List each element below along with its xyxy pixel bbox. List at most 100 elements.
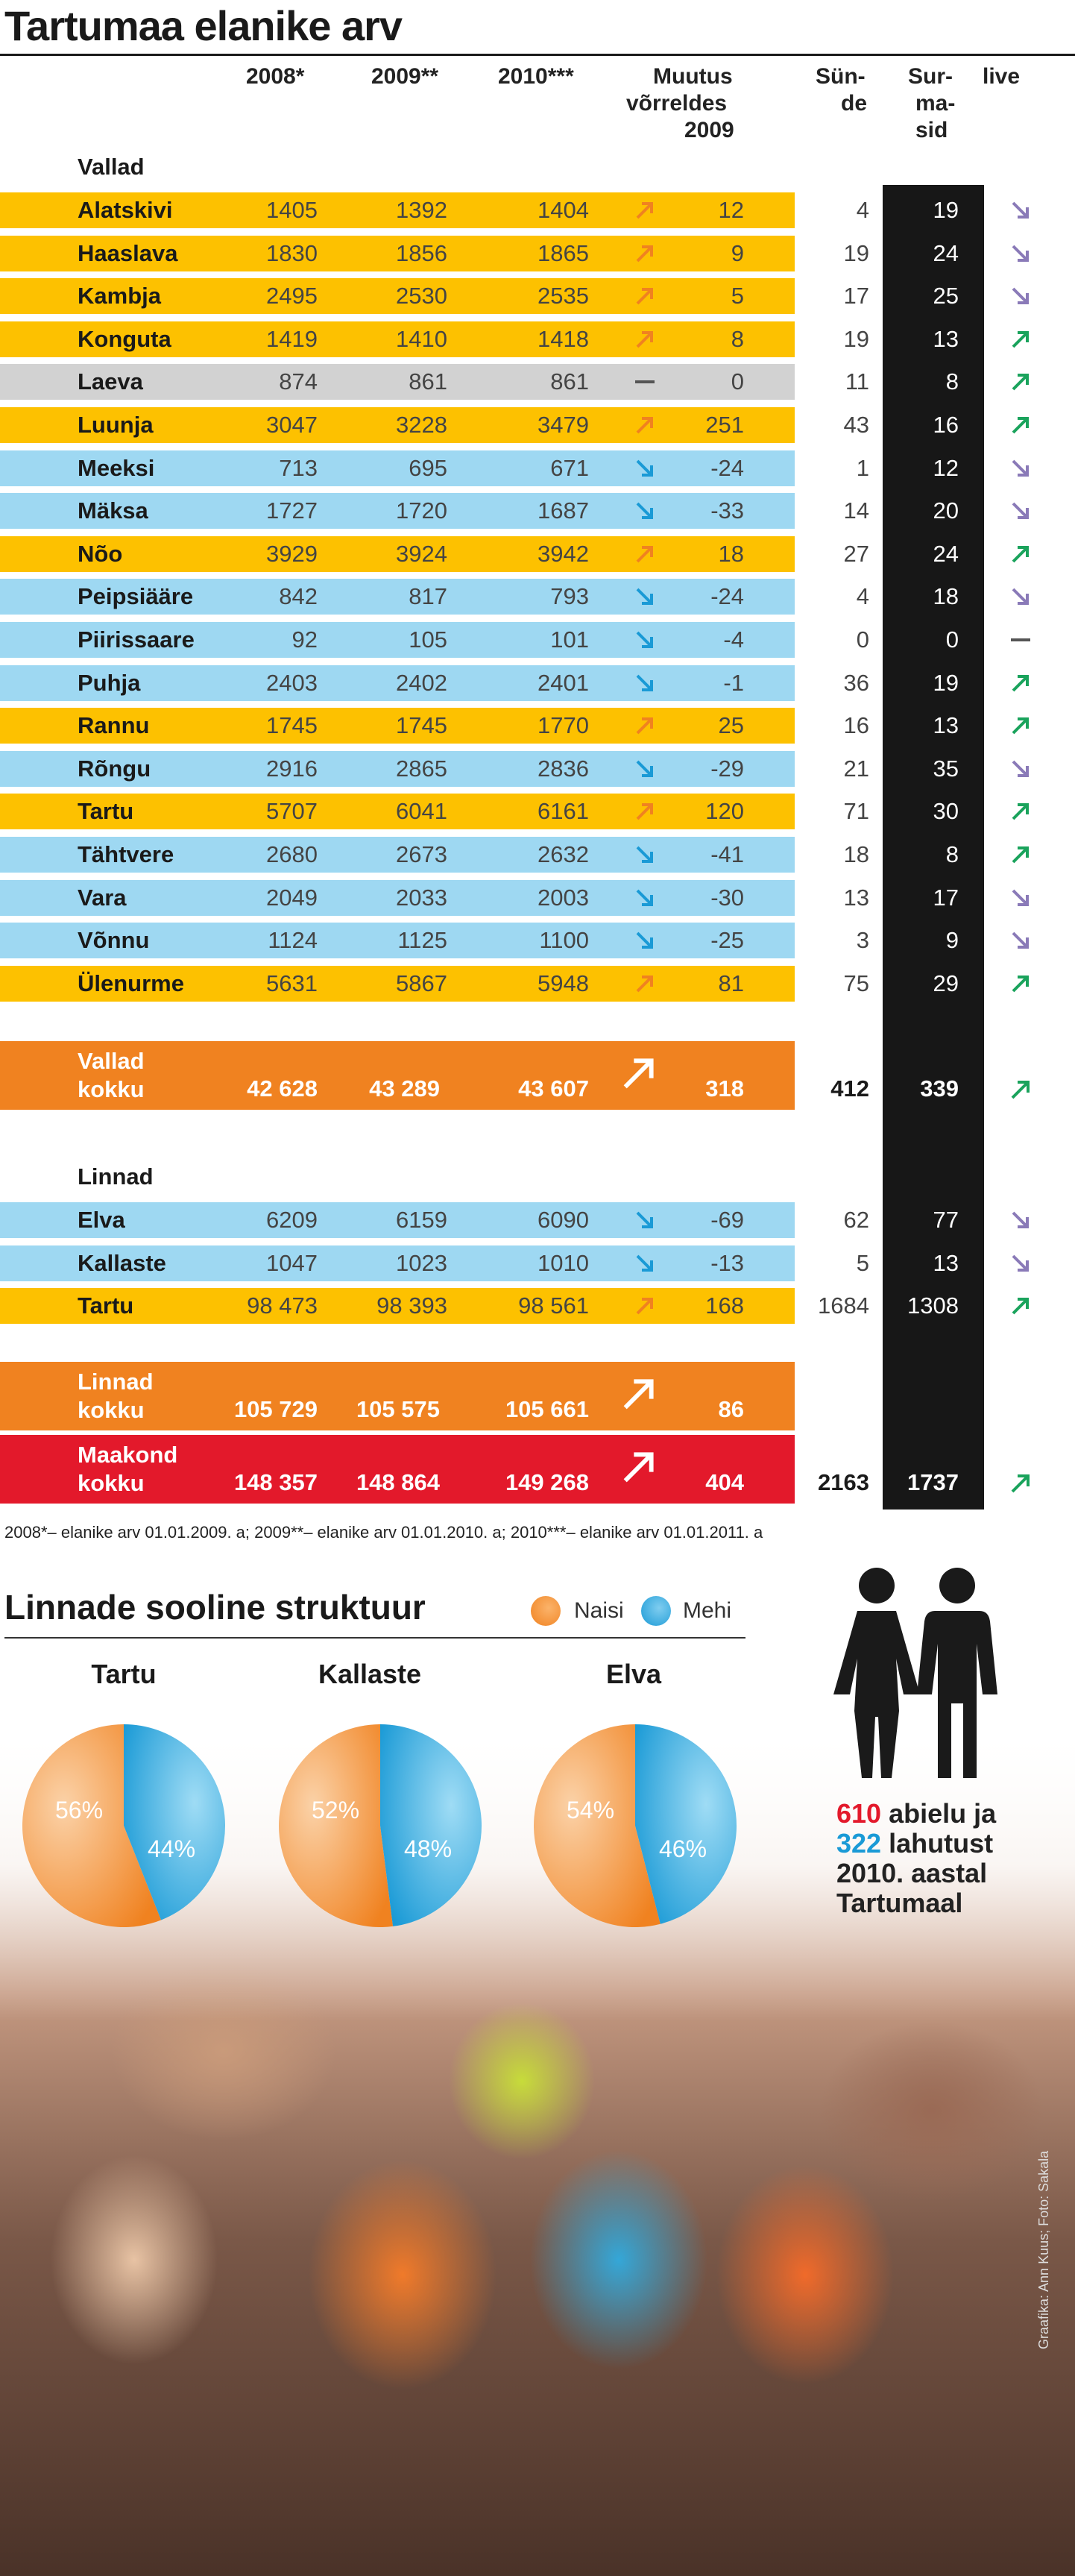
value-2009: 2530 [396, 283, 447, 310]
value-deaths: 13 [933, 712, 959, 739]
pie-title-elva: Elva [605, 1659, 662, 1689]
value-2008: 1745 [266, 712, 318, 739]
value-2009: 1023 [396, 1249, 447, 1276]
county-total-change: 404 [705, 1469, 744, 1495]
towns-total-arrow-icon [623, 1379, 654, 1410]
legend-men-icon [641, 1596, 671, 1626]
info-line-2: 322 lahutust [836, 1829, 996, 1859]
value-2008: 5631 [266, 970, 318, 996]
pie-slice-men [380, 1724, 482, 1926]
value-change: 81 [718, 970, 744, 996]
value-2009: 2033 [396, 884, 447, 911]
arrow-down-icon [636, 1254, 653, 1272]
value-2009: 3924 [396, 540, 447, 567]
table-row: Laeva 874 861 861 0 [0, 364, 795, 400]
value-2009: 695 [409, 454, 447, 481]
table-row: Peipsiääre 842 817 793 -24 [0, 579, 795, 615]
value-change: 120 [705, 798, 744, 825]
parishes-total-arrow-icon [623, 1058, 654, 1089]
table-row: Vara 2049 2033 2003 -30 [0, 879, 795, 916]
trend-up-icon [1012, 803, 1029, 820]
trend-down-icon [1012, 245, 1029, 262]
row-name: Elva [78, 1207, 125, 1233]
table-row: Tartu 5707 6041 6161 120 [0, 794, 795, 830]
trend-up-icon [1012, 330, 1029, 348]
pie-label-women: 52% [312, 1797, 359, 1823]
parishes-total-2008: 42 628 [247, 1075, 318, 1102]
pie-label-men: 48% [404, 1835, 452, 1862]
value-births: 0 [856, 626, 869, 653]
pie-slice-men [124, 1724, 226, 1920]
arrow-up-icon [636, 417, 653, 434]
row-name: Piirissaare [78, 626, 195, 653]
value-deaths: 13 [933, 325, 959, 352]
value-2008: 842 [279, 583, 318, 610]
value-change: -30 [710, 884, 744, 911]
info-block: 610 abielu ja 322 lahutust 2010. aastal … [836, 1799, 996, 1918]
value-births: 43 [843, 412, 869, 438]
value-2009: 817 [409, 583, 447, 610]
marriages-text: abielu ja [889, 1798, 997, 1829]
trend-up-icon [1012, 674, 1029, 692]
footnote: 2008*– elanike arv 01.01.2009. a; 2009**… [4, 1523, 763, 1542]
county-total-bar: Maakond kokku 148 357 148 864 149 268 40… [0, 1435, 795, 1504]
trend-down-icon [1012, 459, 1029, 477]
value-deaths: 29 [933, 970, 959, 996]
value-deaths: 24 [933, 540, 959, 567]
parishes-total-bar: Vallad kokku 42 628 43 289 43 607 318 [0, 1041, 795, 1110]
info-line-1: 610 abielu ja [836, 1799, 996, 1829]
row-name: Ülenurme [78, 970, 184, 996]
value-2010: 3479 [538, 412, 589, 438]
county-total-arrow-icon [623, 1452, 654, 1483]
value-2010: 1010 [538, 1249, 589, 1276]
value-births: 11 [845, 368, 869, 395]
trend-down-icon [1012, 502, 1029, 520]
value-change: 5 [731, 283, 744, 310]
value-births: 1 [856, 454, 869, 481]
legend-men-label: Mehi [683, 1598, 732, 1623]
row-name: Tähtvere [78, 841, 174, 867]
value-births: 17 [843, 283, 869, 310]
value-births: 62 [843, 1207, 869, 1233]
pie-label-men: 46% [659, 1835, 707, 1862]
value-2008: 98 473 [247, 1292, 318, 1319]
value-deaths: 8 [945, 841, 959, 867]
value-2010: 671 [550, 454, 589, 481]
title-rule [0, 54, 1075, 56]
table-row: Alatskivi 1405 1392 1404 12 [0, 192, 795, 228]
value-births: 1684 [818, 1292, 869, 1319]
value-births: 14 [843, 497, 869, 524]
value-births: 75 [843, 970, 869, 996]
parishes-total-births: 412 [830, 1075, 869, 1102]
value-2008: 1124 [268, 927, 318, 954]
trend-up-icon [1012, 717, 1029, 735]
header-change-2: võrreldes [626, 91, 728, 116]
value-change: 8 [731, 325, 744, 352]
towns-total-2008: 105 729 [233, 1396, 318, 1422]
value-2009: 6159 [396, 1207, 447, 1233]
table-row: Rõngu 2916 2865 2836 -29 [0, 750, 795, 787]
parishes-total-deaths: 339 [920, 1075, 959, 1102]
row-name: Tartu [78, 1292, 134, 1319]
row-name: Vara [78, 884, 127, 911]
parishes-total-trend-icon [1011, 1081, 1030, 1099]
arrow-up-icon [636, 202, 653, 219]
value-2009: 861 [409, 368, 447, 395]
value-change: 18 [718, 540, 744, 567]
value-2009: 1125 [397, 927, 447, 954]
arrow-down-icon [636, 760, 653, 777]
page-title: Tartumaa elanike arv [4, 2, 403, 49]
table-row: Luunja 3047 3228 3479 251 [0, 407, 795, 443]
county-total-births: 2163 [818, 1469, 869, 1495]
value-change: 9 [731, 239, 744, 266]
value-change: -24 [710, 454, 744, 481]
value-births: 19 [843, 325, 869, 352]
value-births: 71 [843, 798, 869, 825]
value-births: 21 [843, 755, 869, 782]
couple-icon [833, 1568, 997, 1778]
legend-women-icon [531, 1596, 561, 1626]
value-deaths: 8 [945, 368, 959, 395]
divorces-count: 322 [836, 1828, 882, 1859]
parishes-total-label-1: Vallad [78, 1048, 145, 1074]
table-row: Haaslava 1830 1856 1865 9 [0, 235, 795, 271]
